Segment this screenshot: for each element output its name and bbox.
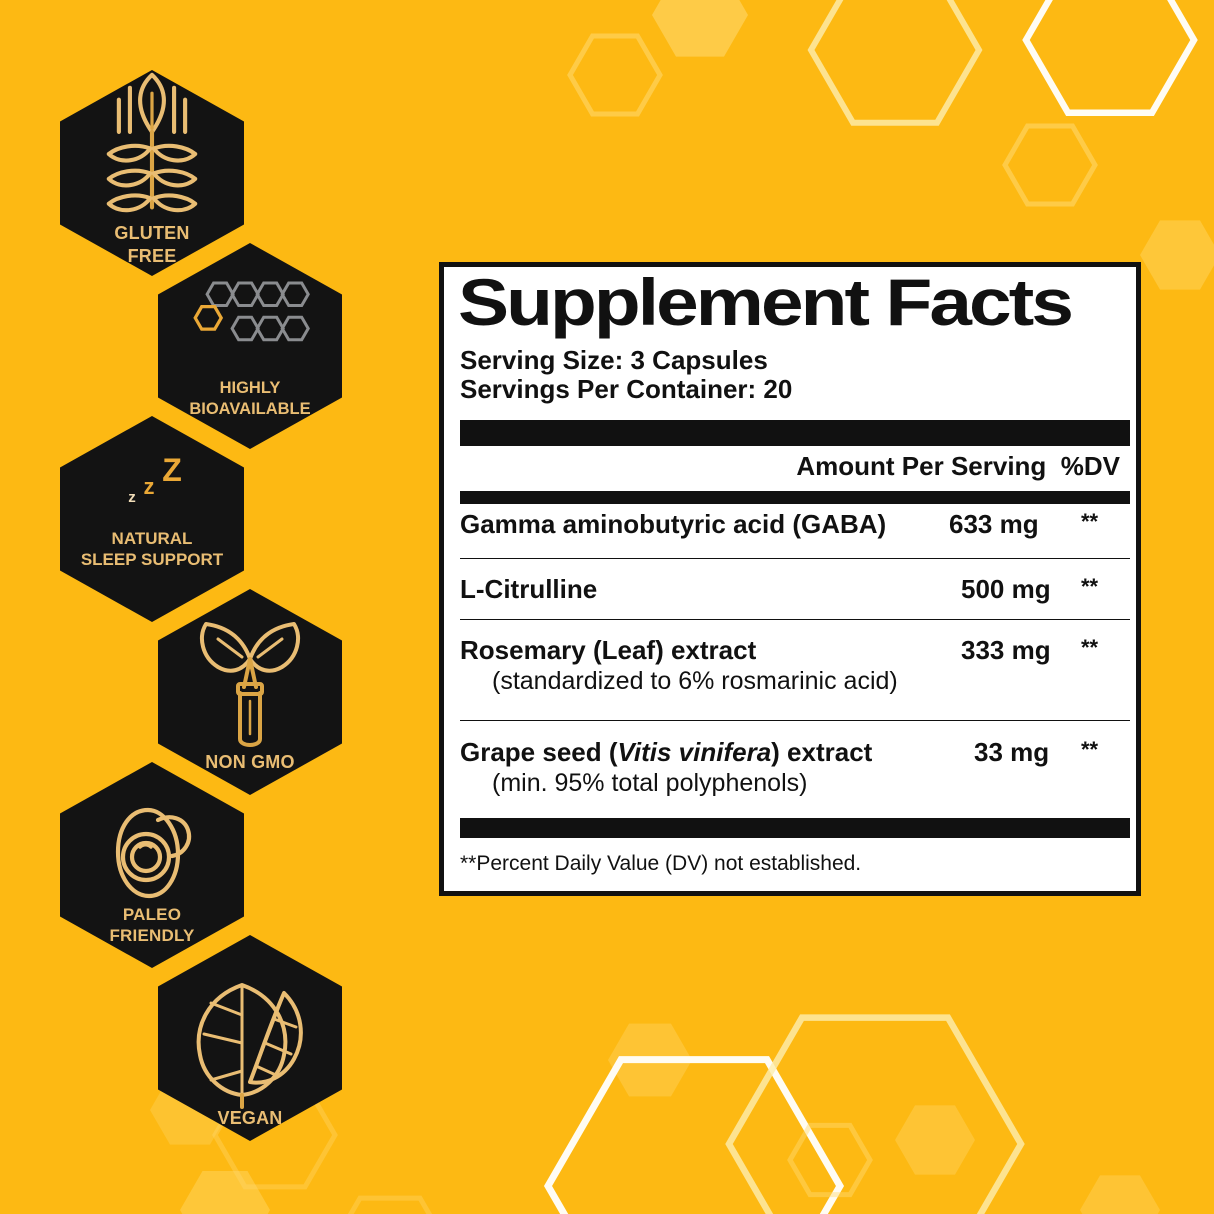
svg-text:z: z: [144, 474, 155, 499]
svg-text:Z: Z: [162, 452, 182, 488]
svg-text:z: z: [128, 489, 136, 506]
